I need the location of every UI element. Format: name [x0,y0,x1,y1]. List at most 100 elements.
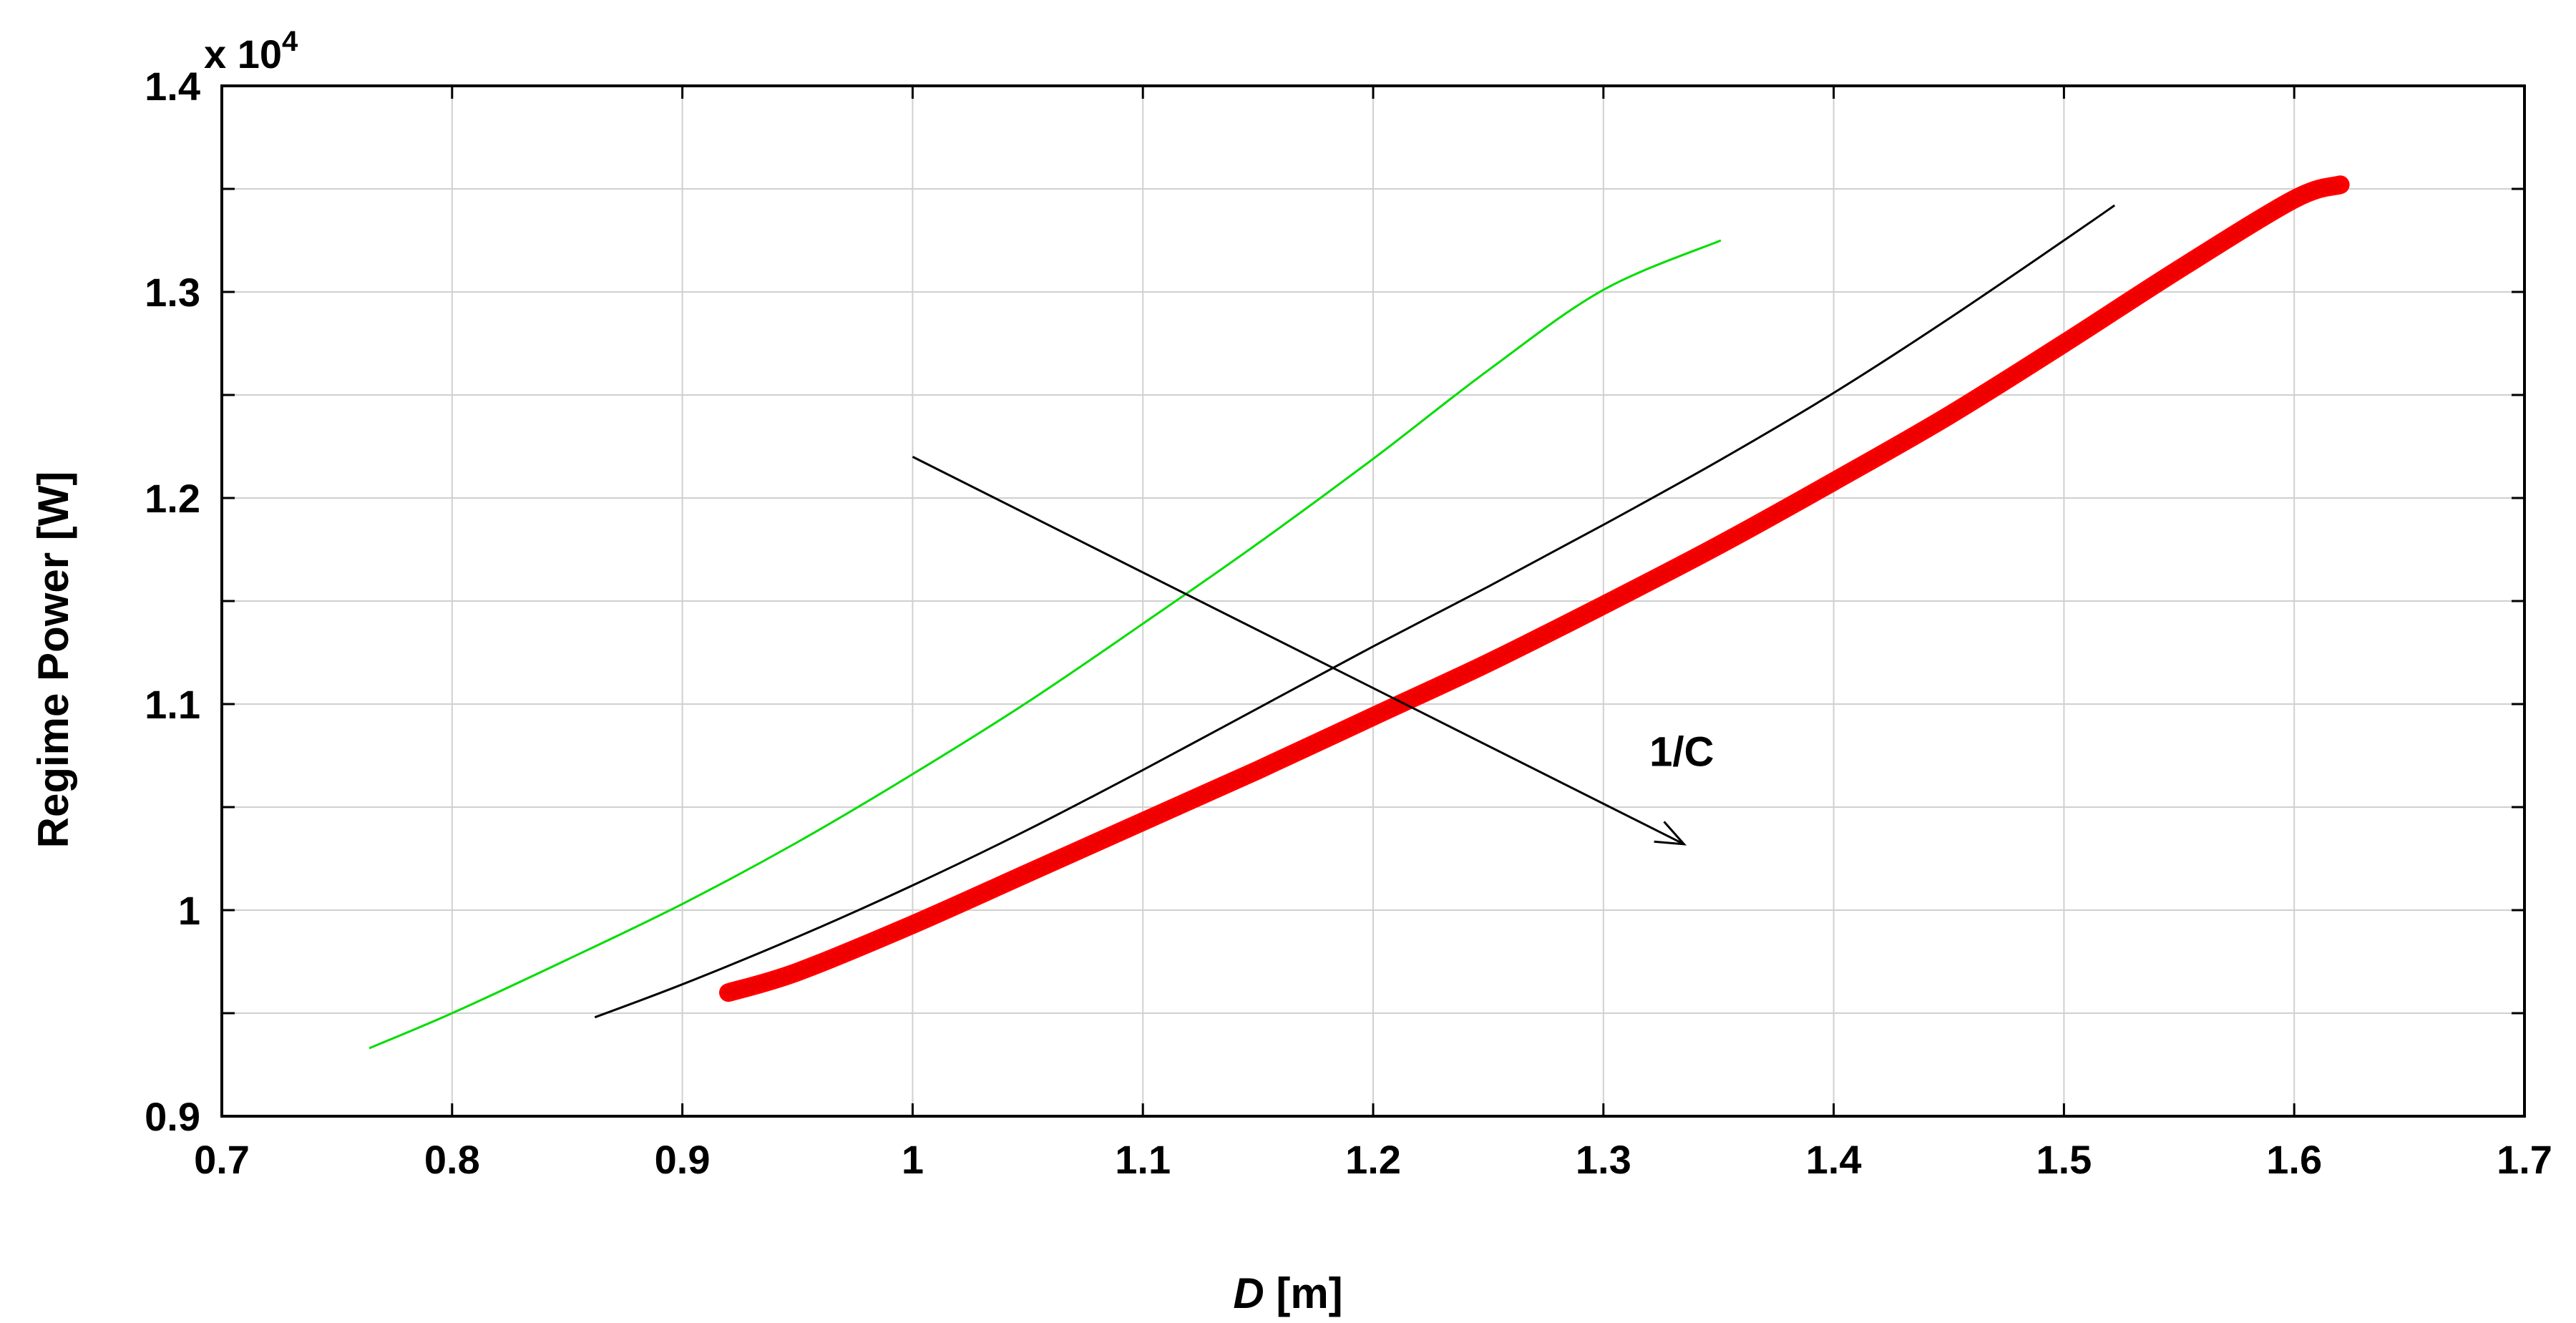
series-2-marker [1585,602,1601,618]
series-2-marker [1643,572,1659,589]
series-2-marker [1941,407,1958,424]
series-2-marker [1119,821,1136,837]
series-2-marker [2315,180,2331,196]
series-2-marker [990,879,1006,895]
series-2-marker [812,955,829,972]
series-2-marker [1289,743,1305,760]
series-2-marker [1516,637,1533,653]
series-2-marker [877,928,894,944]
series-2-marker [2023,356,2039,373]
series-2-marker [1030,860,1047,877]
series-2-marker [1654,567,1671,583]
series-2-marker [2218,231,2235,248]
series-2-marker [2290,189,2307,205]
series-2-marker [1902,430,1918,446]
series-2-marker [854,938,870,955]
series-2-marker [830,948,847,965]
series-2-marker [1377,703,1393,719]
series-2-marker [1505,643,1521,659]
series-2-marker [2202,241,2218,258]
series-2-marker [2263,205,2279,221]
y-tick-label: 1.3 [145,270,200,315]
series-2-marker [1347,716,1364,733]
series-2-marker [1597,596,1614,612]
series-2-marker [1453,668,1469,684]
series-2-marker [1830,471,1845,487]
x-tick-label: 1.3 [1576,1137,1631,1182]
series-2-marker [884,925,900,942]
series-2-marker [931,905,947,922]
series-2-marker [966,889,982,905]
series-2-marker [1037,857,1053,874]
series-2-marker [1007,871,1023,887]
series-2-marker [2115,297,2132,313]
series-2-marker [2257,208,2273,224]
series-2-marker [2039,346,2056,362]
series-2-marker [1060,846,1076,863]
series-2-marker [2018,359,2034,376]
series-2-marker [1688,549,1704,565]
series-2-marker [1835,468,1851,484]
y-tick-label: 1 [178,888,200,933]
series-2-marker [2137,283,2153,299]
series-2-marker [1919,420,1936,436]
series-2-marker [2056,336,2072,352]
series-2-marker [2279,195,2296,211]
series-2-marker [1728,527,1745,544]
series-2-marker [1101,829,1118,845]
series-2-marker [733,981,749,997]
series-2-marker [1219,776,1235,792]
series-2-marker [800,960,816,976]
series-2-marker [1154,805,1171,821]
series-2-marker [1963,394,1979,410]
series-2-marker [1807,484,1823,500]
series-2-marker [1985,380,2001,396]
series-2-marker [2224,228,2240,244]
series-2-marker [948,897,965,914]
series-2-marker [2034,349,2050,366]
series-2-marker [1207,781,1224,798]
series-2-marker [1318,730,1335,746]
series-2-marker [1272,752,1288,768]
series-2-marker [751,976,768,992]
x-tick-label: 1.5 [2036,1137,2092,1182]
series-2-marker [818,952,834,969]
series-2-marker [1818,477,1835,494]
y-tick-label: 1.1 [145,682,200,727]
series-2-marker [1672,558,1688,575]
series-2-marker [1996,374,2012,390]
series-2-marker [1574,607,1590,624]
series-2-marker [1637,575,1654,592]
series-2-marker [1254,760,1270,776]
series-2-marker [1863,452,1880,469]
series-2-marker [2251,211,2268,228]
series-2-marker [1166,799,1182,816]
series-2-band [719,175,2350,1002]
series-2-marker [1336,722,1352,738]
series-2-marker [1591,599,1607,615]
series-2-marker [1493,648,1510,665]
series-2-marker [1107,826,1123,842]
x-tick-label: 0.9 [655,1137,711,1182]
series-2-marker [1846,462,1863,478]
grid [221,85,2525,1117]
series-2-marker [2207,238,2224,255]
series-2-marker [2235,221,2251,238]
series-2-marker [1171,797,1188,814]
series-2-marker [1418,684,1434,700]
y-tick-label: 1.2 [145,476,200,521]
series-2-marker [776,968,792,985]
x-tick-label: 1.1 [1115,1137,1171,1182]
series-2-marker [1447,670,1463,687]
series-2-marker [758,974,774,990]
series-2-marker [2072,325,2089,341]
series-2-marker [872,930,888,947]
series-2-marker [1991,376,2007,393]
series-2-marker [1958,397,1974,414]
series-2-marker [2186,252,2202,268]
x-tick-label: 1.7 [2497,1137,2552,1182]
series-2-marker [2083,318,2099,334]
series-2-marker [2088,314,2104,331]
series-2-marker [1740,522,1756,538]
